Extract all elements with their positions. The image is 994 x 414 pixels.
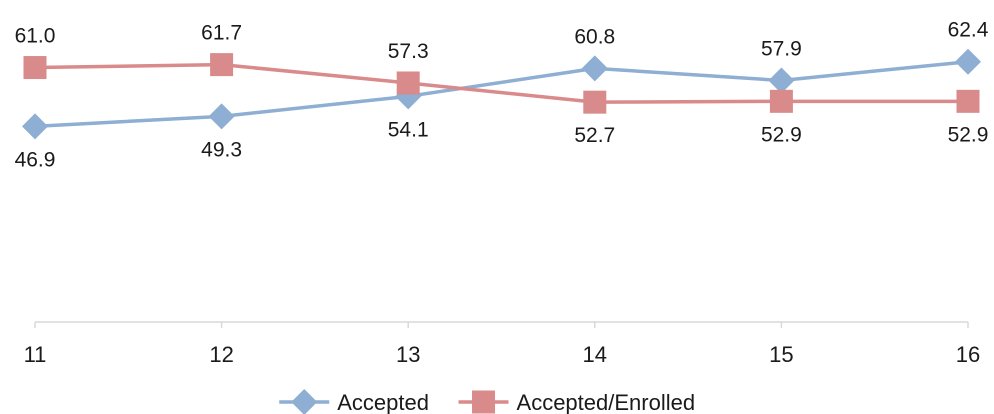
data-label: 62.4 [948,19,989,42]
square-marker [210,53,234,77]
square-marker [583,90,607,114]
data-label: 49.3 [201,138,242,161]
data-label: 61.7 [201,22,242,45]
data-label: 52.9 [761,123,802,146]
x-axis: 11 12 13 14 15 16 [24,321,980,367]
legend-item: Accepted/Enrolled [458,390,696,414]
legend-item: Accepted [279,389,429,414]
data-label: 57.9 [761,37,802,60]
x-tick-label: 14 [583,342,607,367]
data-label: 60.8 [574,25,615,48]
legend-square-marker [472,390,496,414]
series-markers [22,48,981,140]
x-tick-label: 15 [769,342,793,367]
series-line-accepted [34,59,969,129]
data-label: 57.3 [388,40,429,63]
diamond-marker [955,48,981,75]
diamond-marker [208,103,235,130]
data-label: 54.1 [388,118,429,141]
data-label: 61.0 [15,25,56,48]
diamond-marker [581,55,608,82]
legend-diamond-marker [291,389,318,414]
series-lines [34,59,969,129]
x-tick-label: 16 [956,342,980,367]
x-tick-label: 12 [209,342,233,367]
legend-label: Accepted [337,390,429,414]
data-label: 52.7 [574,124,615,147]
diamond-marker [768,67,795,94]
square-marker [396,71,420,95]
square-marker [769,89,793,113]
x-tick-label: 13 [396,342,420,367]
series-line-accepted-enrolled [34,62,968,104]
diamond-marker [22,113,48,140]
square-marker [23,56,47,80]
data-label: 46.9 [15,148,56,171]
square-marker [956,89,980,113]
data-labels: 46.9 49.3 54.1 60.8 57.9 62.4 61.0 61.7 57.3 52.7… [15,19,989,172]
legend: Accepted Accepted/Enrolled [279,389,695,414]
data-label: 52.9 [948,123,989,146]
legend-label: Accepted/Enrolled [517,390,696,414]
x-tick-label: 11 [24,342,47,367]
